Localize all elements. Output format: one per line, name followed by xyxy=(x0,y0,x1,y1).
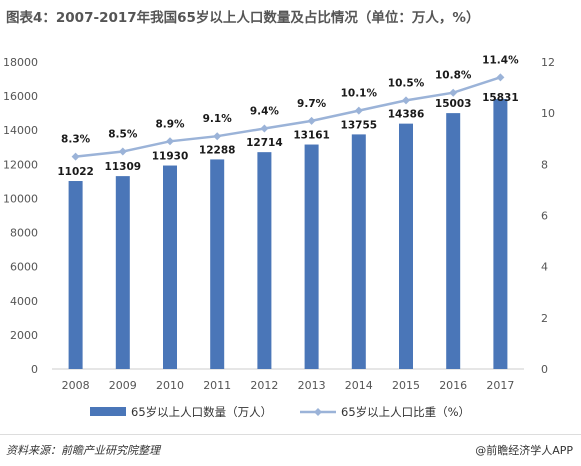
line-data-label: 9.1% xyxy=(203,113,233,125)
bar-data-label: 15003 xyxy=(435,98,472,110)
y-right-tick-label: 10 xyxy=(541,107,555,120)
bar-data-label: 13755 xyxy=(341,119,378,131)
x-tick-label: 2012 xyxy=(250,379,278,392)
x-tick-label: 2013 xyxy=(298,379,326,392)
line-data-label: 11.4% xyxy=(482,54,519,66)
legend-bar-swatch xyxy=(90,407,126,416)
y-left-tick-label: 16000 xyxy=(3,90,38,103)
line-data-label: 8.3% xyxy=(61,134,91,146)
bar-data-label: 14386 xyxy=(388,109,425,121)
legend-bar-label: 65岁以上人口数量（万人） xyxy=(131,405,272,419)
bar xyxy=(399,123,413,369)
x-tick-label: 2015 xyxy=(392,379,420,392)
chart-area: 0 2000 4000 6000 8000 10000 12000 14000 16000 180… xyxy=(3,54,555,419)
y-left-tick-label: 6000 xyxy=(10,261,38,274)
source-note: 资料来源：前瞻产业研究院整理 xyxy=(6,444,160,457)
y-left-tick-label: 4000 xyxy=(10,295,38,308)
bar-data-label: 12714 xyxy=(246,137,283,149)
x-tick-label: 2009 xyxy=(109,379,137,392)
bar xyxy=(68,181,83,369)
line-marker xyxy=(260,124,269,133)
y-right-tick-label: 6 xyxy=(541,210,548,223)
footer-divider xyxy=(0,434,581,435)
bar-data-label: 11309 xyxy=(105,161,142,173)
bar-data-label: 12288 xyxy=(199,144,236,156)
chart-title: 图表4：2007-2017年我国65岁以上人口数量及占比情况（单位：万人，%） xyxy=(6,10,480,26)
y-right-tick-label: 4 xyxy=(541,261,548,274)
y-left-tick-label: 12000 xyxy=(3,158,38,171)
series-line xyxy=(75,76,501,158)
y-right-tick-label: 0 xyxy=(541,363,548,376)
line-marker xyxy=(402,96,410,105)
bar xyxy=(493,98,508,369)
y-left-tick-label: 0 xyxy=(31,363,38,376)
line-data-label: 10.1% xyxy=(341,88,378,100)
line-marker xyxy=(449,88,458,97)
legend-line-label: 65岁以上人口比重（%） xyxy=(341,405,470,419)
x-tick-label: 2016 xyxy=(439,379,467,392)
footer: 资料来源：前瞻产业研究院整理 @前瞻经济学人APP xyxy=(0,434,581,466)
bar xyxy=(446,113,461,369)
x-tick-label: 2014 xyxy=(345,379,373,392)
y-left-tick-label: 10000 xyxy=(3,192,38,205)
line-data-label: 8.9% xyxy=(155,118,185,130)
line-data-label: 10.8% xyxy=(435,70,472,82)
line-data-label: 9.7% xyxy=(297,98,327,110)
brand-credit: @前瞻经济学人APP xyxy=(475,444,573,457)
bar xyxy=(257,152,272,369)
line-marker xyxy=(213,132,222,141)
bar xyxy=(304,144,319,369)
y-right-tick-label: 8 xyxy=(541,158,548,171)
line-marker xyxy=(166,137,174,146)
bar-data-label: 11930 xyxy=(152,151,189,163)
bar-data-label: 13161 xyxy=(293,130,330,142)
x-tick-label: 2011 xyxy=(203,379,231,392)
line-data-label: 8.5% xyxy=(108,129,138,141)
bar xyxy=(163,165,177,369)
line-data-label: 10.5% xyxy=(388,77,425,89)
bar-data-label: 11022 xyxy=(57,166,94,178)
bar xyxy=(115,176,130,369)
y-left-tick-label: 18000 xyxy=(3,56,38,69)
line-marker xyxy=(118,147,127,156)
line-marker xyxy=(354,106,363,115)
bar-data-label: 15831 xyxy=(482,92,519,104)
x-tick-label: 2010 xyxy=(156,379,184,392)
y-right-tick-label: 12 xyxy=(541,56,555,69)
line-marker xyxy=(496,73,505,82)
y-left-tick-label: 2000 xyxy=(10,329,38,342)
line-marker xyxy=(71,152,80,161)
x-tick-label: 2017 xyxy=(486,379,514,392)
x-tick-label: 2008 xyxy=(62,379,90,392)
line-data-label: 9.4% xyxy=(250,106,280,118)
legend-line-marker xyxy=(314,408,322,416)
y-left-tick-label: 8000 xyxy=(10,227,38,240)
y-left-tick-label: 14000 xyxy=(3,124,38,137)
line-marker xyxy=(307,116,316,125)
bar xyxy=(210,159,225,369)
bar xyxy=(351,134,366,369)
y-right-tick-label: 2 xyxy=(541,312,548,325)
